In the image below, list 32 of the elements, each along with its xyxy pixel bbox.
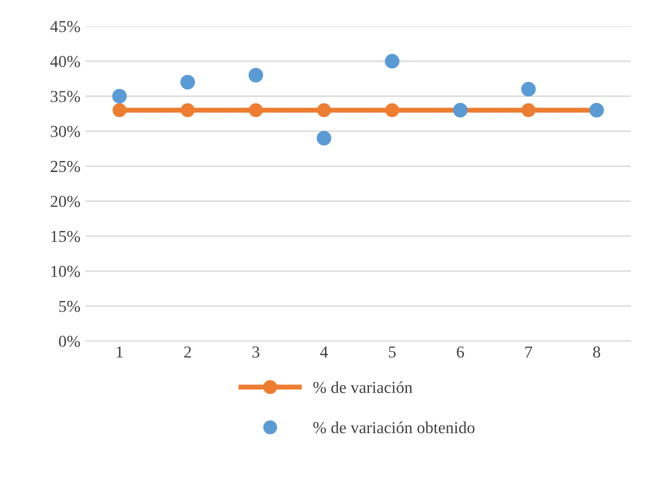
point [112, 103, 126, 118]
legend-label: % de variación obtenido [313, 422, 474, 434]
point [317, 103, 331, 118]
x-tick-label: 5 [388, 346, 396, 358]
y-tick-label: 35% [50, 90, 80, 102]
x-tick-label: 8 [593, 346, 600, 358]
y-tick-label: 5% [59, 300, 80, 312]
y-tick-label: 45% [50, 20, 80, 32]
x-tick-label: 7 [525, 346, 532, 358]
x-tick-label: 2 [184, 346, 191, 358]
x-tick-label: 3 [252, 346, 260, 358]
y-tick-label: 30% [50, 126, 80, 138]
point [248, 103, 263, 118]
x-tick-label: 1 [116, 346, 123, 358]
point [180, 103, 195, 118]
x-tick-label: 4 [320, 346, 328, 358]
y-tick-label: 10% [51, 266, 80, 278]
point [112, 88, 127, 104]
point [384, 54, 400, 68]
y-tick-label: 0% [58, 336, 80, 348]
legend-label: % de variación [313, 381, 412, 394]
point [522, 103, 536, 118]
x-tick-label: 6 [456, 346, 464, 358]
point [316, 130, 332, 146]
point [521, 82, 536, 96]
y-tick-label: 25% [50, 160, 80, 172]
y-tick-label: 40% [50, 56, 80, 68]
y-tick-label: 15% [51, 230, 80, 242]
point [248, 68, 264, 82]
point [180, 74, 195, 90]
point [385, 103, 400, 118]
y-tick-label: 20% [50, 196, 80, 208]
